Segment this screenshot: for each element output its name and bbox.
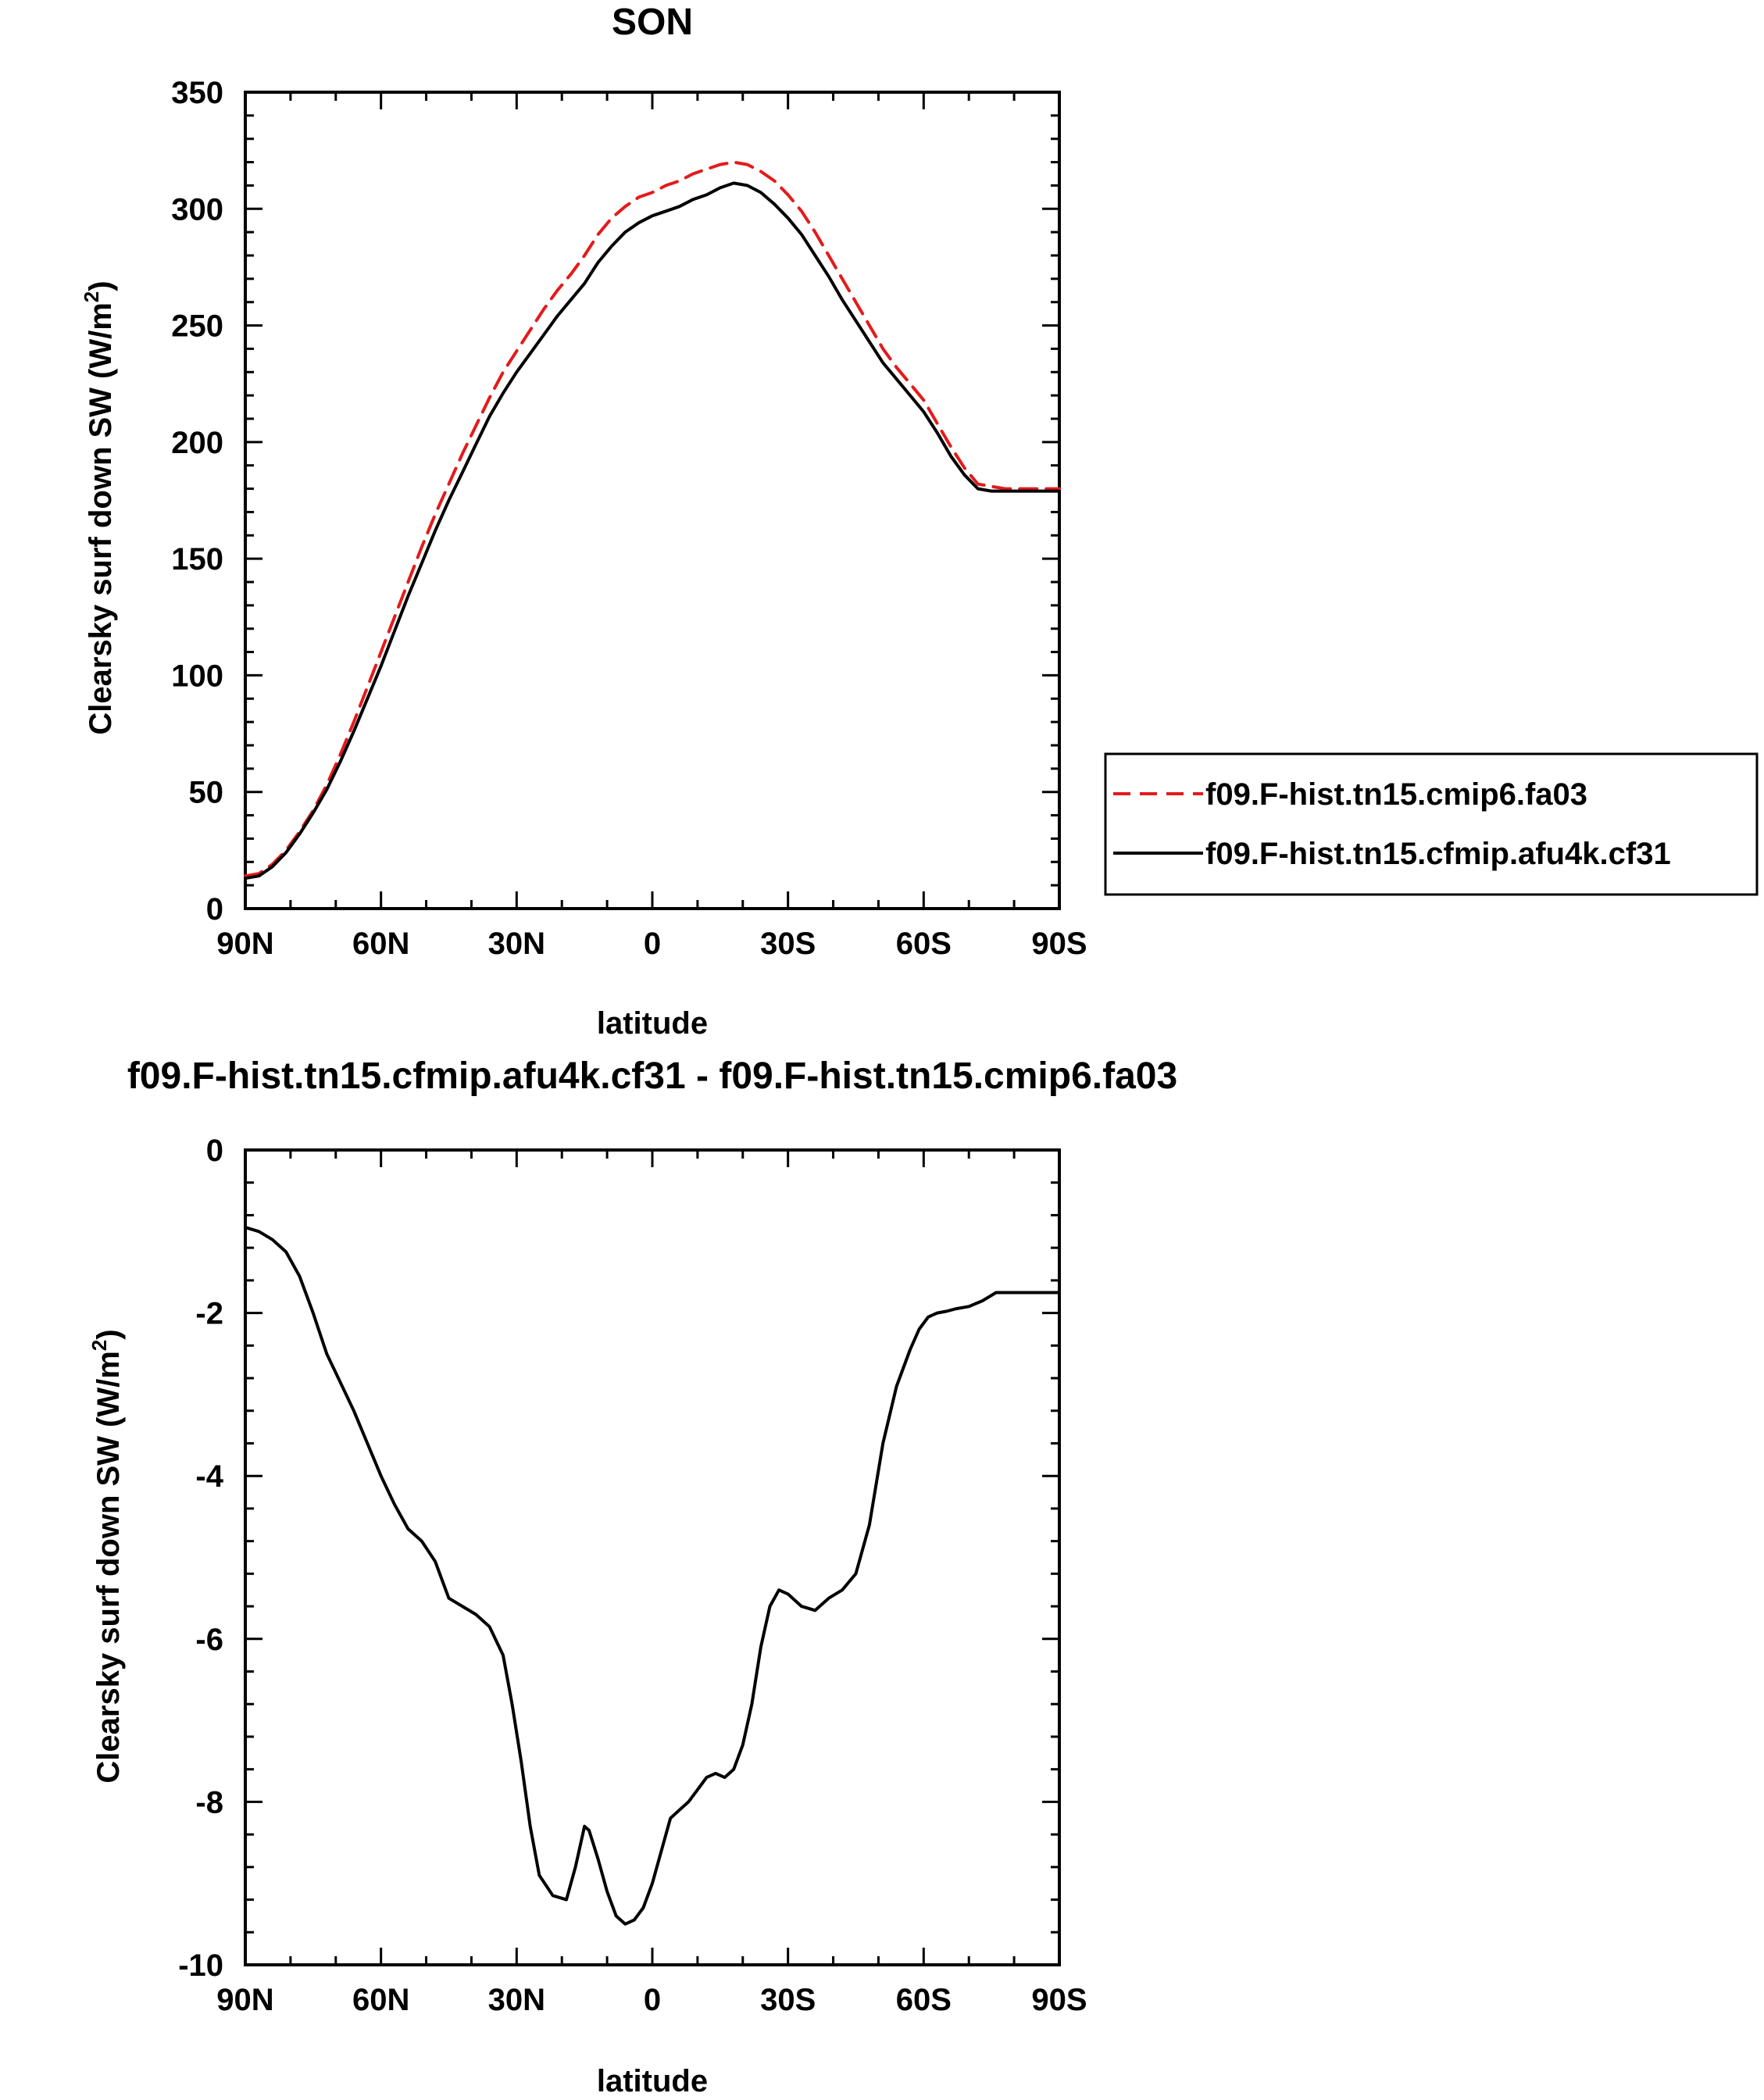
bottom-y-tick-label: -4 [195, 1459, 223, 1494]
top-plot-area: 90N 60N 30N 0 30S 60S 90S 0 50 100 150 200 250 300 350 [171, 76, 1087, 961]
bottom-x-tick-label: 0 [644, 1983, 661, 2017]
legend: f09.F-hist.tn15.cmip6.fa03 f09.F-hist.tn… [1104, 752, 1759, 896]
top-series-line-1 [244, 160, 1061, 878]
top-x-tick-label: 60N [352, 927, 409, 961]
legend-label-cfmip: f09.F-hist.tn15.cfmip.afu4k.cf31 [1205, 837, 1671, 871]
top-x-tick-label: 0 [644, 927, 661, 961]
bottom-chart-title: f09.F-hist.tn15.cfmip.afu4k.cf31 - f09.F… [127, 1055, 1177, 1097]
top-y-tick-label: 0 [206, 892, 223, 927]
bottom-y-tick-label: -2 [195, 1297, 223, 1331]
bottom-x-tick-label: 90S [1031, 1983, 1087, 2017]
top-x-tick-label: 90N [216, 927, 273, 961]
top-y-tick-label: 100 [171, 659, 223, 693]
top-x-tick-label: 30S [760, 927, 816, 961]
top-x-axis-label: latitude [597, 1006, 708, 1041]
legend-box [1104, 752, 1759, 896]
top-series-line-2 [244, 181, 1061, 880]
legend-label-cmip6: f09.F-hist.tn15.cmip6.fa03 [1205, 777, 1587, 812]
bottom-chart: f09.F-hist.tn15.cfmip.afu4k.cf31 - f09.F… [87, 1055, 1177, 2098]
top-y-tick-label: 300 [171, 192, 223, 227]
bottom-y-axis-label: Clearsky surf down SW (W/m2) [87, 1329, 126, 1783]
top-x-tick-label: 60S [896, 927, 952, 961]
top-y-tick-label: 200 [171, 426, 223, 460]
bottom-x-tick-label: 30S [760, 1983, 816, 2017]
top-y-axis-label: Clearsky surf down SW (W/m2) [80, 280, 118, 734]
bottom-x-tick-label: 60N [352, 1983, 409, 2017]
bottom-plot-area: 90N 60N 30N 0 30S 60S 90S 0 -2 -4 -6 -8 -10 [178, 1134, 1087, 2017]
top-chart-title: SON [612, 2, 693, 43]
bottom-plot-frame [244, 1148, 1061, 1966]
bottom-y-tick-label: -8 [195, 1785, 223, 1820]
bottom-series-line-1 [244, 1226, 1061, 1926]
bottom-y-tick-label: -10 [178, 1948, 223, 1983]
top-y-tick-label: 250 [171, 309, 223, 344]
bottom-x-tick-label: 90N [216, 1983, 273, 2017]
top-x-tick-label: 90S [1031, 927, 1087, 961]
top-y-tick-label: 50 [189, 776, 224, 810]
top-x-tick-label: 30N [488, 927, 545, 961]
bottom-x-tick-label: 30N [488, 1983, 545, 2017]
top-y-tick-label: 350 [171, 76, 223, 110]
top-chart: SON 90N 60N 30N 0 30S 60S 90S 0 50 100 150 200 250 30… [80, 2, 1087, 1041]
bottom-y-tick-label: -6 [195, 1623, 223, 1657]
bottom-x-axis-label: latitude [597, 2064, 708, 2098]
bottom-x-tick-label: 60S [896, 1983, 952, 2017]
bottom-y-tick-label: 0 [206, 1134, 223, 1168]
top-y-tick-label: 150 [171, 542, 223, 577]
